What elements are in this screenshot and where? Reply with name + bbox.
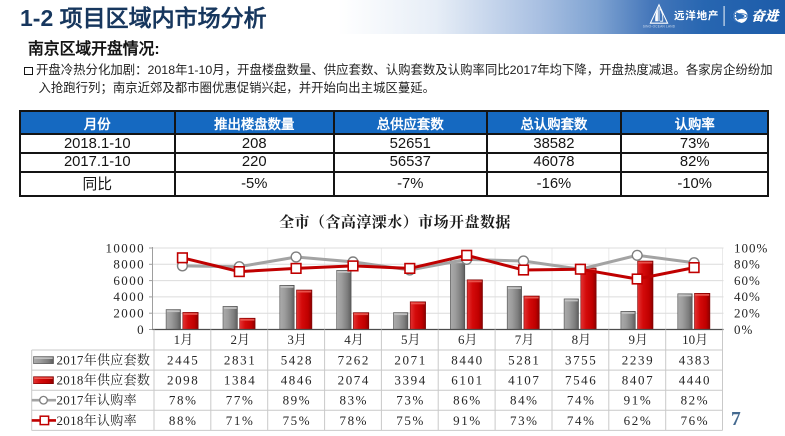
svg-text:10月: 10月: [682, 332, 708, 347]
svg-text:60%: 60%: [734, 273, 761, 288]
svg-text:2018年认购率: 2018年认购率: [57, 413, 137, 428]
svg-text:2月: 2月: [231, 332, 251, 347]
svg-text:3394: 3394: [394, 373, 426, 388]
svg-text:4383: 4383: [679, 352, 711, 367]
svg-text:91%: 91%: [453, 413, 482, 428]
svg-text:2098: 2098: [167, 373, 199, 388]
svg-text:40%: 40%: [734, 289, 761, 304]
svg-text:86%: 86%: [453, 393, 482, 408]
svg-text:2074: 2074: [338, 373, 370, 388]
svg-text:83%: 83%: [339, 393, 368, 408]
svg-text:88%: 88%: [169, 413, 198, 428]
svg-text:3755: 3755: [565, 352, 597, 367]
svg-text:4107: 4107: [508, 373, 540, 388]
svg-text:2831: 2831: [224, 352, 256, 367]
svg-text:4000: 4000: [113, 289, 145, 304]
svg-text:10000: 10000: [106, 240, 146, 255]
svg-text:8月: 8月: [572, 332, 592, 347]
svg-text:3月: 3月: [287, 332, 307, 347]
svg-text:82%: 82%: [681, 393, 710, 408]
svg-text:78%: 78%: [169, 393, 198, 408]
svg-text:2071: 2071: [394, 352, 426, 367]
svg-text:4月: 4月: [344, 332, 364, 347]
svg-text:62%: 62%: [624, 413, 653, 428]
svg-text:74%: 74%: [567, 413, 596, 428]
svg-text:4440: 4440: [679, 373, 711, 388]
svg-text:7月: 7月: [515, 332, 535, 347]
svg-text:89%: 89%: [283, 393, 312, 408]
svg-text:6101: 6101: [451, 373, 483, 388]
svg-text:远洋地产: 远洋地产: [674, 9, 719, 22]
svg-text:5281: 5281: [508, 352, 540, 367]
svg-text:4846: 4846: [281, 373, 313, 388]
svg-text:91%: 91%: [624, 393, 653, 408]
svg-text:8000: 8000: [113, 257, 145, 272]
svg-text:73%: 73%: [510, 413, 539, 428]
svg-text:8440: 8440: [451, 352, 483, 367]
svg-text:20%: 20%: [734, 306, 761, 321]
svg-text:7262: 7262: [338, 352, 370, 367]
svg-text:71%: 71%: [226, 413, 255, 428]
svg-text:100%: 100%: [734, 240, 768, 255]
svg-text:2239: 2239: [622, 352, 654, 367]
svg-text:9月: 9月: [628, 332, 648, 347]
svg-text:0: 0: [137, 322, 145, 337]
svg-text:74%: 74%: [567, 393, 596, 408]
svg-text:6月: 6月: [458, 332, 478, 347]
svg-text:77%: 77%: [226, 393, 255, 408]
svg-text:2445: 2445: [167, 352, 199, 367]
svg-text:2017年认购率: 2017年认购率: [57, 393, 137, 408]
svg-text:7546: 7546: [565, 373, 597, 388]
svg-text:奋进: 奋进: [752, 8, 781, 23]
svg-text:84%: 84%: [510, 393, 539, 408]
svg-text:5月: 5月: [401, 332, 421, 347]
svg-text:80%: 80%: [734, 257, 761, 272]
svg-text:0%: 0%: [734, 322, 753, 337]
svg-text:1384: 1384: [224, 373, 256, 388]
svg-text:6000: 6000: [113, 273, 145, 288]
svg-text:SINO-OCEAN LAND: SINO-OCEAN LAND: [643, 25, 676, 29]
svg-text:1月: 1月: [174, 332, 194, 347]
svg-text:5428: 5428: [281, 352, 313, 367]
svg-text:2018年供应套数: 2018年供应套数: [57, 373, 151, 388]
svg-text:75%: 75%: [396, 413, 425, 428]
svg-text:75%: 75%: [283, 413, 312, 428]
svg-text:76%: 76%: [681, 413, 710, 428]
svg-text:8407: 8407: [622, 373, 654, 388]
svg-text:78%: 78%: [339, 413, 368, 428]
svg-text:73%: 73%: [396, 393, 425, 408]
svg-text:2017年供应套数: 2017年供应套数: [57, 352, 151, 367]
svg-text:2000: 2000: [113, 306, 145, 321]
